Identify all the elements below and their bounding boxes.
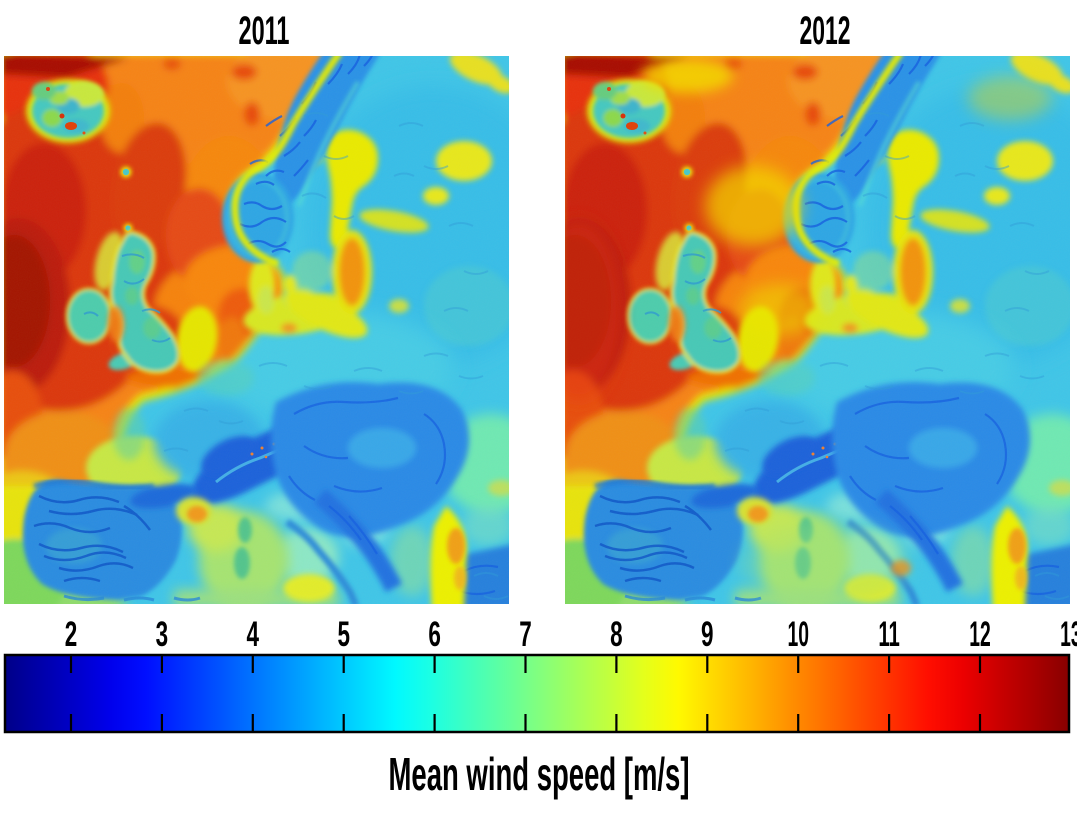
svg-text:8: 8 <box>610 615 623 654</box>
svg-text:Mean wind speed [m/s]: Mean wind speed [m/s] <box>389 748 690 800</box>
svg-text:2: 2 <box>65 615 78 654</box>
svg-text:7: 7 <box>519 615 532 654</box>
svg-text:2012: 2012 <box>800 9 851 53</box>
svg-text:3: 3 <box>156 615 169 654</box>
svg-text:12: 12 <box>969 615 991 654</box>
svg-text:5: 5 <box>337 615 350 654</box>
svg-text:13: 13 <box>1060 615 1077 654</box>
svg-text:11: 11 <box>878 615 900 654</box>
svg-text:4: 4 <box>247 615 260 654</box>
svg-text:9: 9 <box>701 615 714 654</box>
svg-text:6: 6 <box>428 615 441 654</box>
svg-text:10: 10 <box>787 615 809 654</box>
svg-text:2011: 2011 <box>239 9 290 53</box>
